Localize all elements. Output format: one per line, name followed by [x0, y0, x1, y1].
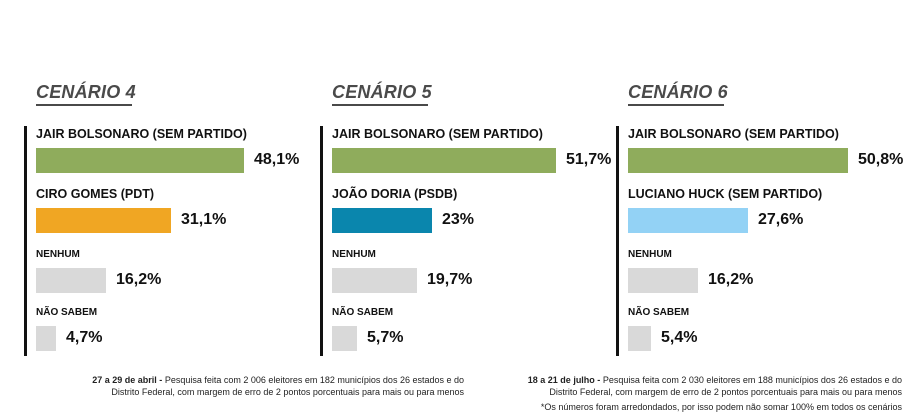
scenario-1: CENÁRIO 4 JAIR BOLSONARO (SEM PARTIDO) 48,… [24, 0, 320, 360]
category-label: NÃO SABEM [332, 307, 394, 318]
bar [628, 148, 848, 173]
bar [628, 326, 651, 351]
category-label: CIRO GOMES (PDT) [36, 187, 155, 201]
bar-row: NENHUM 19,7% [332, 247, 612, 297]
bar-row: JAIR BOLSONARO (SEM PARTIDO) 50,8% [628, 127, 908, 177]
footnote-july-line1: Pesquisa feita com 2 030 eleitores em 18… [600, 375, 902, 385]
category-label: LUCIANO HUCK (SEM PARTIDO) [628, 187, 823, 201]
axis-line [24, 126, 27, 356]
bar-row: NÃO SABEM 5,7% [332, 305, 612, 355]
title-underline [628, 104, 724, 106]
value-label: 27,6% [758, 211, 804, 228]
category-label: JOÃO DORIA (PSDB) [332, 187, 458, 201]
bar [628, 268, 698, 293]
footnote-july-line2: Distrito Federal, com margem de erro de … [549, 387, 902, 397]
bar [36, 326, 56, 351]
title-underline [36, 104, 132, 106]
category-label: NÃO SABEM [36, 307, 98, 318]
bar [36, 268, 106, 293]
bar-row: NENHUM 16,2% [628, 247, 908, 297]
value-label: 48,1% [254, 151, 300, 168]
scenario-title: CENÁRIO 6 [628, 82, 728, 102]
bar [332, 268, 417, 293]
bar [332, 326, 357, 351]
category-label: NENHUM [36, 249, 80, 260]
value-label: 31,1% [181, 211, 227, 228]
category-label: NÃO SABEM [628, 307, 690, 318]
bar-row: NÃO SABEM 5,4% [628, 305, 908, 355]
category-label: JAIR BOLSONARO (SEM PARTIDO) [628, 127, 839, 141]
value-label: 5,7% [367, 329, 404, 346]
value-label: 5,4% [661, 329, 698, 346]
bar-row: NENHUM 16,2% [36, 247, 316, 297]
category-label: JAIR BOLSONARO (SEM PARTIDO) [36, 127, 247, 141]
footnote-july: 18 a 21 de julho - Pesquisa feita com 2 … [528, 374, 902, 413]
footnote-april-line2: Distrito Federal, com margem de erro de … [111, 387, 464, 397]
bar-row: JOÃO DORIA (PSDB) 23% [332, 187, 612, 237]
category-label: NENHUM [332, 249, 376, 260]
bar-row: NÃO SABEM 4,7% [36, 305, 316, 355]
scenario-3: CENÁRIO 6 JAIR BOLSONARO (SEM PARTIDO) 50,… [616, 0, 912, 360]
axis-line [616, 126, 619, 356]
value-label: 23% [442, 211, 475, 228]
footnote-july-date: 18 a 21 de julho - [527, 375, 601, 385]
footnote-april: 27 a 29 de abril - Pesquisa feita com 2 … [92, 374, 464, 398]
scenario-title: CENÁRIO 5 [332, 82, 432, 102]
value-label: 16,2% [708, 271, 754, 288]
axis-line [320, 126, 323, 356]
bar [332, 208, 432, 233]
footnote-april-line1: Pesquisa feita com 2 006 eleitores em 18… [162, 375, 464, 385]
footnote-rounding-note: *Os números foram arredondados, por isso… [540, 402, 902, 412]
bar [332, 148, 556, 173]
bar-row: JAIR BOLSONARO (SEM PARTIDO) 51,7% [332, 127, 612, 177]
value-label: 51,7% [566, 151, 612, 168]
bar-row: LUCIANO HUCK (SEM PARTIDO) 27,6% [628, 187, 908, 237]
value-label: 16,2% [116, 271, 162, 288]
value-label: 19,7% [427, 271, 473, 288]
bar-row: CIRO GOMES (PDT) 31,1% [36, 187, 316, 237]
bar [36, 208, 171, 233]
footnote-april-date: 27 a 29 de abril - [92, 375, 163, 385]
bar [628, 208, 748, 233]
category-label: JAIR BOLSONARO (SEM PARTIDO) [332, 127, 543, 141]
scenario-2: CENÁRIO 5 JAIR BOLSONARO (SEM PARTIDO) 51,… [320, 0, 616, 360]
scenario-title: CENÁRIO 4 [36, 82, 136, 102]
category-label: NENHUM [628, 249, 672, 260]
title-underline [332, 104, 428, 106]
value-label: 4,7% [66, 329, 103, 346]
value-label: 50,8% [858, 151, 904, 168]
bar-row: JAIR BOLSONARO (SEM PARTIDO) 48,1% [36, 127, 316, 177]
bar [36, 148, 244, 173]
